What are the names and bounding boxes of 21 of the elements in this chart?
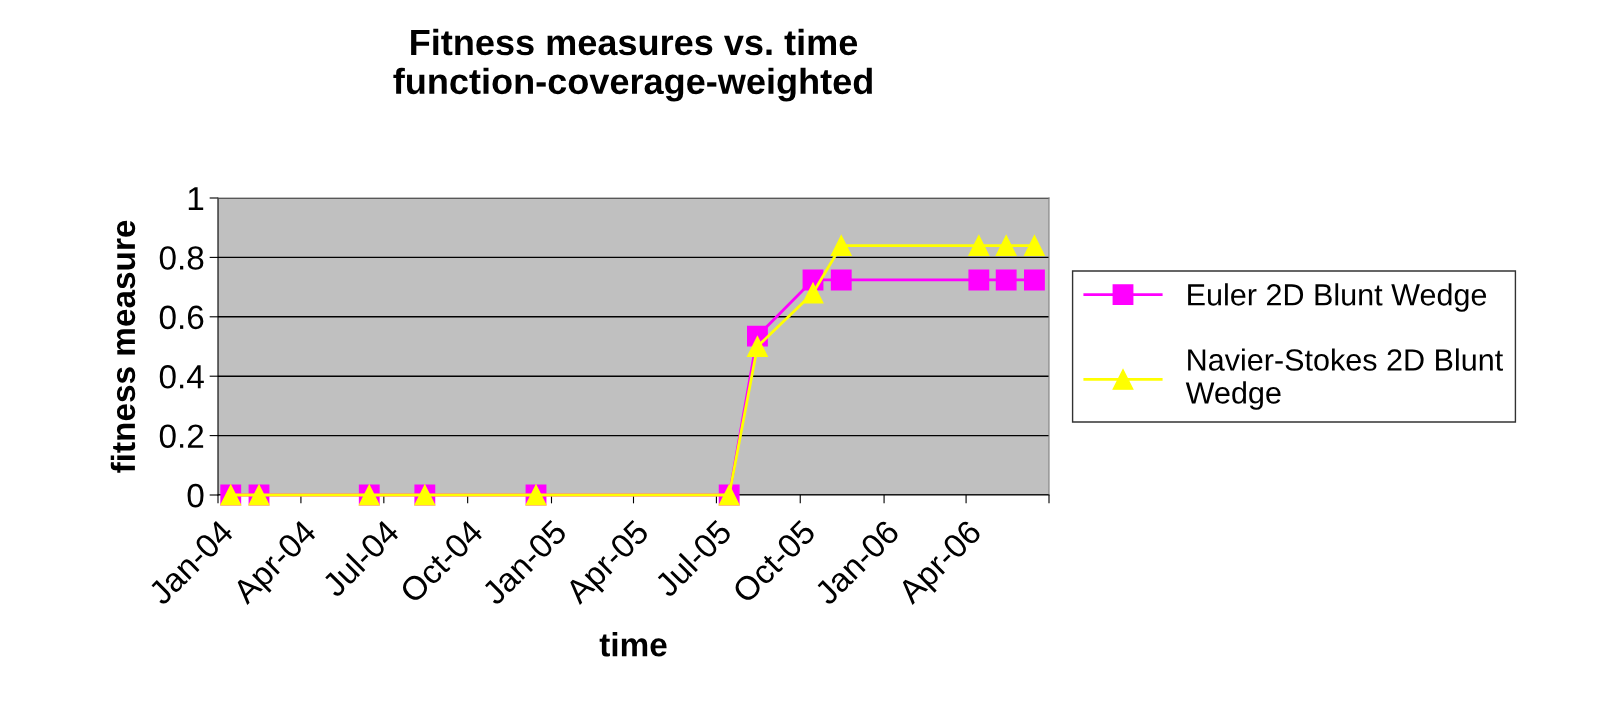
legend-label: Euler 2D Blunt Wedge bbox=[1188, 283, 1487, 312]
point bbox=[968, 269, 990, 291]
y-tick-label: 0 bbox=[187, 483, 204, 508]
point bbox=[830, 235, 852, 256]
point bbox=[747, 336, 768, 357]
y-tick-label: 0.2 bbox=[159, 424, 204, 449]
point bbox=[1024, 269, 1045, 291]
y-tick-label: 1 bbox=[188, 187, 204, 211]
point bbox=[968, 235, 990, 256]
point bbox=[1024, 235, 1045, 256]
y-tick-label: 0.8 bbox=[159, 246, 204, 270]
x-axis-title: time bbox=[599, 632, 667, 657]
point bbox=[802, 282, 824, 304]
chart-title: Fitness measures vs. time function-coverage-weighted bbox=[393, 28, 872, 102]
point bbox=[995, 269, 1017, 291]
point bbox=[995, 235, 1017, 256]
legend-label: Navier-Stokes 2D Blunt Wedge bbox=[1185, 348, 1503, 410]
y-axis-title: fitness measure bbox=[110, 220, 136, 473]
y-tick-label: 0.4 bbox=[159, 365, 204, 389]
y-tick-label: 0.6 bbox=[159, 305, 204, 330]
point bbox=[830, 269, 852, 291]
